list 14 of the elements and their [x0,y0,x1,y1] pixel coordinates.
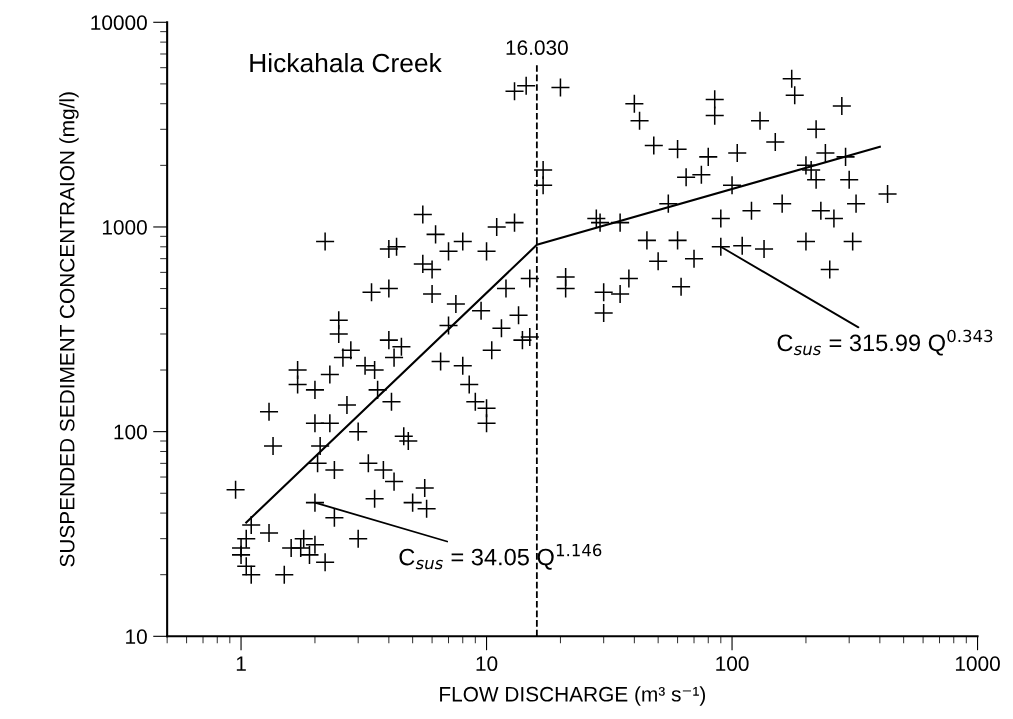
annotation: C$_{sus}$ = 34.05 Q$^{1.146}$ [399,543,602,570]
y-tick-label: 10000 [91,15,147,31]
y-tick-label: 10 [126,629,147,645]
x-tick-label: 1 [236,656,246,671]
y-tick-label: 1000 [102,219,147,235]
ref-line-label: 16.030 [506,40,568,56]
x-axis-title: FLOW DISCHARGE (m³ s⁻¹) [440,686,706,706]
x-tick-label: 10 [476,656,498,672]
annotation: Hickahala Creek [250,52,442,73]
annotation: C$_{sus}$ = 315.99 Q$^{0.343}$ [777,329,993,356]
y-tick-label: 100 [114,424,147,440]
x-tick-label: 1000 [955,656,1000,672]
x-tick-label: 100 [716,656,749,672]
y-axis-title: SUSPENDED SEDIMENT CONCENTRAION (mg/l) [59,92,79,567]
